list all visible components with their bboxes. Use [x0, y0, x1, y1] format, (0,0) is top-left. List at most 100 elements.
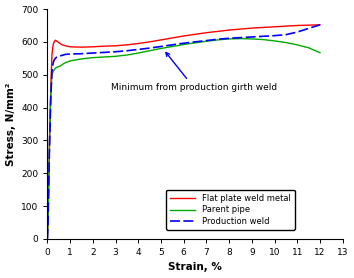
- Flat plate weld metal: [113, 44, 118, 48]
- Parent pipe: [284, 41, 288, 44]
- Production weld: [170, 43, 175, 46]
- Parent pipe: [59, 64, 63, 67]
- Production weld: [55, 56, 59, 59]
- Production weld: [136, 48, 141, 51]
- Parent pipe: [61, 62, 65, 66]
- Flat plate weld metal: [91, 45, 95, 48]
- Parent pipe: [47, 135, 52, 139]
- Flat plate weld metal: [295, 24, 299, 27]
- Flat plate weld metal: [136, 42, 141, 45]
- Flat plate weld metal: [46, 217, 50, 221]
- Production weld: [47, 181, 51, 185]
- Parent pipe: [53, 66, 57, 70]
- Flat plate weld metal: [273, 25, 277, 28]
- Flat plate weld metal: [61, 43, 65, 47]
- Production weld: [68, 52, 72, 56]
- Parent pipe: [47, 178, 51, 182]
- Y-axis label: Stress, N/mm²: Stress, N/mm²: [6, 82, 16, 166]
- Flat plate weld metal: [318, 23, 322, 26]
- Flat plate weld metal: [48, 86, 53, 90]
- Flat plate weld metal: [284, 24, 288, 28]
- Flat plate weld metal: [53, 39, 57, 42]
- Flat plate weld metal: [216, 30, 220, 33]
- Flat plate weld metal: [148, 40, 152, 44]
- Production weld: [295, 30, 299, 34]
- Parent pipe: [57, 65, 61, 68]
- Parent pipe: [136, 51, 141, 55]
- Parent pipe: [295, 43, 299, 46]
- Production weld: [227, 37, 231, 40]
- Production weld: [57, 55, 61, 58]
- Flat plate weld metal: [193, 33, 197, 36]
- Production weld: [125, 49, 129, 53]
- Parent pipe: [50, 73, 54, 76]
- Parent pipe: [68, 59, 72, 63]
- X-axis label: Strain, %: Strain, %: [168, 262, 222, 272]
- Parent pipe: [182, 43, 186, 46]
- Flat plate weld metal: [63, 44, 68, 48]
- Production weld: [238, 36, 242, 39]
- Production weld: [204, 39, 209, 42]
- Flat plate weld metal: [50, 53, 54, 57]
- Flat plate weld metal: [52, 40, 56, 44]
- Parent pipe: [216, 38, 220, 42]
- Production weld: [59, 54, 63, 57]
- Parent pipe: [204, 39, 209, 43]
- Flat plate weld metal: [79, 46, 84, 49]
- Flat plate weld metal: [238, 28, 242, 31]
- Flat plate weld metal: [51, 43, 55, 47]
- Production weld: [182, 41, 186, 45]
- Parent pipe: [148, 49, 152, 53]
- Flat plate weld metal: [227, 28, 231, 32]
- Production weld: [261, 35, 265, 38]
- Production weld: [148, 46, 152, 50]
- Production weld: [46, 219, 50, 222]
- Flat plate weld metal: [68, 45, 72, 48]
- Flat plate weld metal: [47, 132, 52, 135]
- Parent pipe: [318, 51, 322, 54]
- Flat plate weld metal: [182, 34, 186, 38]
- Production weld: [63, 53, 68, 56]
- Production weld: [50, 70, 54, 73]
- Line: Flat plate weld metal: Flat plate weld metal: [47, 25, 320, 239]
- Flat plate weld metal: [261, 26, 265, 29]
- Parent pipe: [48, 93, 53, 96]
- Flat plate weld metal: [307, 23, 311, 27]
- Production weld: [91, 51, 95, 55]
- Flat plate weld metal: [55, 39, 59, 43]
- Text: Minimum from production girth weld: Minimum from production girth weld: [111, 53, 277, 92]
- Production weld: [284, 33, 288, 36]
- Flat plate weld metal: [170, 36, 175, 39]
- Production weld: [307, 27, 311, 30]
- Parent pipe: [159, 47, 163, 50]
- Parent pipe: [102, 55, 106, 59]
- Parent pipe: [113, 55, 118, 58]
- Line: Production weld: Production weld: [47, 25, 320, 239]
- Legend: Flat plate weld metal, Parent pipe, Production weld: Flat plate weld metal, Parent pipe, Prod…: [166, 190, 295, 230]
- Production weld: [159, 45, 163, 48]
- Parent pipe: [79, 57, 84, 61]
- Parent pipe: [63, 61, 68, 64]
- Parent pipe: [227, 37, 231, 41]
- Production weld: [45, 237, 50, 240]
- Production weld: [216, 38, 220, 41]
- Production weld: [79, 52, 84, 55]
- Production weld: [48, 96, 53, 99]
- Parent pipe: [238, 37, 242, 40]
- Flat plate weld metal: [125, 43, 129, 46]
- Parent pipe: [45, 237, 50, 240]
- Production weld: [51, 61, 55, 65]
- Flat plate weld metal: [45, 237, 50, 240]
- Flat plate weld metal: [250, 26, 254, 30]
- Parent pipe: [51, 70, 55, 73]
- Production weld: [47, 139, 52, 142]
- Parent pipe: [250, 37, 254, 41]
- Production weld: [318, 23, 322, 26]
- Parent pipe: [91, 56, 95, 59]
- Parent pipe: [52, 68, 56, 71]
- Production weld: [250, 35, 254, 39]
- Production weld: [113, 50, 118, 53]
- Production weld: [193, 40, 197, 44]
- Flat plate weld metal: [57, 41, 61, 44]
- Parent pipe: [125, 53, 129, 57]
